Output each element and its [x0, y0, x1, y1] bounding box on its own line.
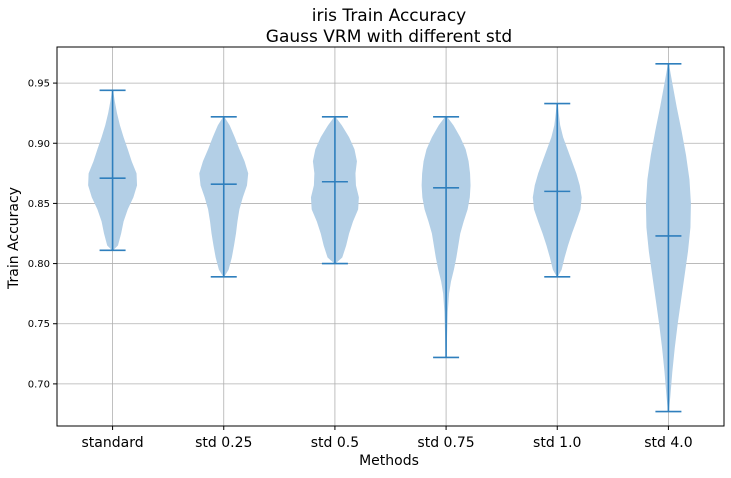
y-tick-label: 0.85: [28, 199, 50, 210]
chart-title-line-1: iris Train Accuracy: [312, 6, 467, 26]
violins: [88, 63, 691, 412]
x-tick-label: standard: [82, 435, 144, 451]
y-tick-label: 0.75: [28, 319, 50, 330]
y-tick-label: 0.80: [28, 259, 50, 270]
x-tick-label: std 0.75: [417, 435, 474, 451]
grid: [57, 47, 724, 426]
x-axis-label: Methods: [359, 453, 419, 469]
violin-stat-lines: [99, 63, 682, 413]
y-tick-label: 0.90: [28, 139, 50, 150]
y-tick-label: 0.70: [28, 379, 50, 390]
y-axis-ticks: 0.70 0.75 0.80 0.85 0.90 0.95: [28, 79, 57, 390]
x-tick-label: std 4.0: [644, 435, 692, 451]
y-axis-label: Train Accuracy: [6, 187, 22, 290]
x-tick-label: std 1.0: [533, 435, 581, 451]
x-tick-label: std 0.5: [311, 435, 359, 451]
y-tick-label: 0.95: [28, 79, 50, 90]
chart-title-line-2: Gauss VRM with different std: [266, 27, 512, 47]
x-tick-label: std 0.25: [195, 435, 252, 451]
x-axis-ticks: standard std 0.25 std 0.5 std 0.75 std 1.0 st…: [82, 426, 693, 451]
plot-frame: [56, 46, 725, 427]
